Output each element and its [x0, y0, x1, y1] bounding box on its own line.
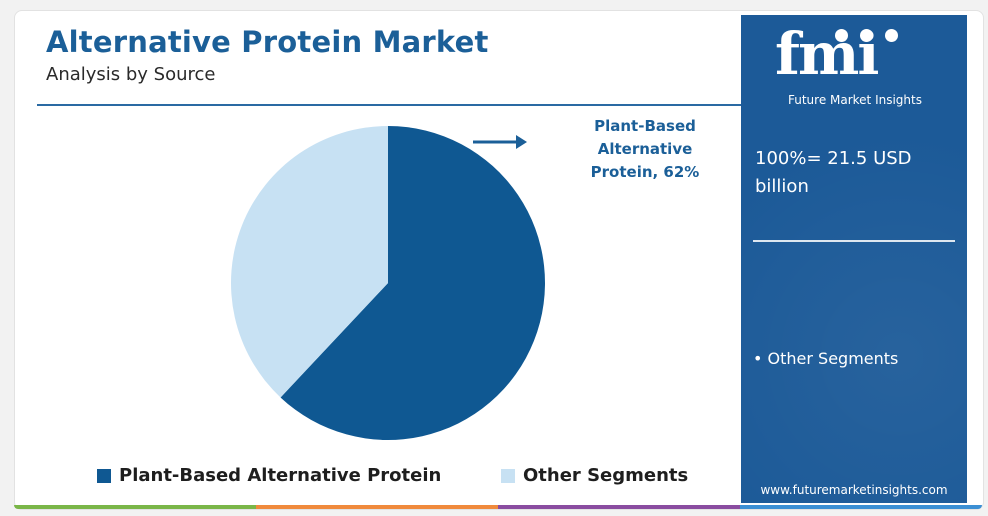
callout-line-2: Alternative	[597, 140, 693, 158]
legend-item-other-segments: Other Segments	[501, 465, 688, 486]
legend-swatch-other-segments	[501, 468, 515, 483]
title-divider	[37, 104, 741, 106]
fmi-logo: fmi Future Market Insights	[773, 21, 933, 111]
panel-segment-item: • Other Segments	[753, 349, 899, 368]
bar-segment-blue	[740, 505, 982, 509]
market-total: 100%= 21.5 USD billion	[755, 145, 955, 201]
chart-card: Alternative Protein Market Analysis by S…	[14, 10, 984, 510]
pie-chart	[230, 126, 545, 441]
callout-line-1: Plant-Based	[594, 117, 696, 135]
bar-segment-orange	[256, 505, 498, 509]
market-total-line-2: billion	[755, 176, 809, 197]
legend-label-plant-based: Plant-Based Alternative Protein	[119, 465, 442, 486]
pie-slice-other-segments	[230, 126, 388, 398]
legend-label-other-segments: Other Segments	[523, 465, 689, 486]
callout-line-3: Protein, 62%	[590, 163, 700, 181]
logo-subtitle: Future Market Insights	[787, 93, 922, 107]
callout-arrow-icon	[473, 135, 527, 149]
bar-segment-purple	[498, 505, 740, 509]
logo-wordmark: fmi	[775, 20, 879, 88]
panel-divider	[753, 240, 955, 242]
logo-icons	[835, 27, 905, 46]
market-total-line-1: 100%= 21.5 USD	[755, 148, 912, 169]
logo-circle-icon	[885, 29, 899, 42]
logo-circle-icon	[860, 29, 874, 42]
page-title: Alternative Protein Market	[46, 25, 489, 59]
legend-swatch-plant-based	[97, 468, 111, 483]
page-subtitle: Analysis by Source	[46, 64, 216, 85]
info-panel: fmi Future Market Insights 100%= 21.5 US…	[741, 15, 967, 503]
bottom-color-bar	[14, 505, 982, 509]
logo-circle-icon	[835, 29, 848, 42]
bar-segment-green	[14, 505, 256, 509]
legend-item-plant-based: Plant-Based Alternative Protein	[97, 465, 441, 486]
slice-callout: Plant-Based Alternative Protein, 62%	[577, 115, 713, 184]
website-link[interactable]: www.futuremarketinsights.com	[760, 483, 948, 497]
pie-slice-plant-based-alternative-protein	[280, 126, 545, 441]
